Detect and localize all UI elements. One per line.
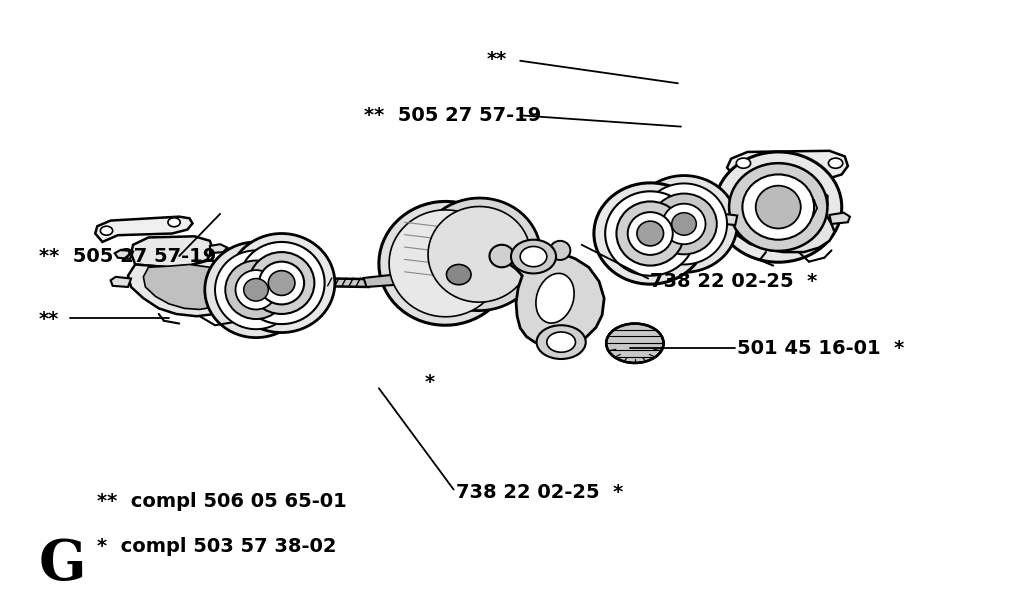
Ellipse shape <box>637 221 664 246</box>
Text: *: * <box>425 373 435 392</box>
Ellipse shape <box>828 158 843 168</box>
Ellipse shape <box>729 163 827 251</box>
Ellipse shape <box>537 325 586 359</box>
Ellipse shape <box>418 198 541 310</box>
Polygon shape <box>735 211 835 252</box>
Text: **  compl 506 05 65-01: ** compl 506 05 65-01 <box>97 493 347 512</box>
Ellipse shape <box>236 270 276 309</box>
Ellipse shape <box>168 218 180 227</box>
Polygon shape <box>717 214 737 225</box>
Ellipse shape <box>228 233 335 333</box>
Ellipse shape <box>428 207 530 302</box>
Ellipse shape <box>379 201 512 325</box>
Polygon shape <box>364 274 404 287</box>
Ellipse shape <box>672 213 696 235</box>
Ellipse shape <box>550 241 570 260</box>
Ellipse shape <box>536 273 574 323</box>
Ellipse shape <box>225 260 287 319</box>
Text: **  505 27 57-19: ** 505 27 57-19 <box>39 247 216 266</box>
Ellipse shape <box>605 191 695 276</box>
Ellipse shape <box>651 193 717 254</box>
Ellipse shape <box>389 210 502 317</box>
Text: **: ** <box>39 310 59 329</box>
Ellipse shape <box>100 226 113 235</box>
Polygon shape <box>210 244 227 253</box>
Ellipse shape <box>259 261 304 304</box>
Polygon shape <box>111 277 131 287</box>
Ellipse shape <box>628 212 673 255</box>
Polygon shape <box>297 278 369 287</box>
Ellipse shape <box>663 204 706 244</box>
Ellipse shape <box>631 176 737 272</box>
Text: *  compl 503 57 38-02: * compl 503 57 38-02 <box>97 537 337 556</box>
Ellipse shape <box>547 332 575 352</box>
Text: G: G <box>39 537 86 592</box>
Ellipse shape <box>715 152 842 262</box>
Ellipse shape <box>268 270 295 296</box>
Text: **: ** <box>486 50 507 69</box>
Ellipse shape <box>641 183 727 264</box>
Polygon shape <box>115 250 133 259</box>
Polygon shape <box>727 151 848 181</box>
Ellipse shape <box>239 242 325 324</box>
Ellipse shape <box>249 252 314 314</box>
Ellipse shape <box>616 201 684 266</box>
Ellipse shape <box>736 158 751 168</box>
Ellipse shape <box>756 186 801 229</box>
Polygon shape <box>829 213 850 224</box>
Ellipse shape <box>244 279 268 301</box>
Ellipse shape <box>489 245 514 267</box>
Polygon shape <box>748 192 817 223</box>
Ellipse shape <box>511 240 556 273</box>
Polygon shape <box>128 260 242 316</box>
Text: 738 22 02-25  *: 738 22 02-25 * <box>456 483 623 502</box>
Ellipse shape <box>594 183 707 284</box>
Polygon shape <box>500 247 560 260</box>
Ellipse shape <box>606 324 664 363</box>
Ellipse shape <box>205 242 307 338</box>
Polygon shape <box>505 248 604 346</box>
Polygon shape <box>143 264 231 309</box>
Polygon shape <box>236 277 256 287</box>
Polygon shape <box>95 217 193 242</box>
Ellipse shape <box>446 264 471 285</box>
Text: **  505 27 57-19: ** 505 27 57-19 <box>364 106 541 125</box>
Ellipse shape <box>215 250 297 329</box>
Polygon shape <box>131 236 213 267</box>
Ellipse shape <box>520 247 547 267</box>
Ellipse shape <box>742 174 814 240</box>
Text: 501 45 16-01  *: 501 45 16-01 * <box>737 339 904 358</box>
Text: 738 22 02-25  *: 738 22 02-25 * <box>650 272 817 291</box>
Polygon shape <box>732 189 827 217</box>
